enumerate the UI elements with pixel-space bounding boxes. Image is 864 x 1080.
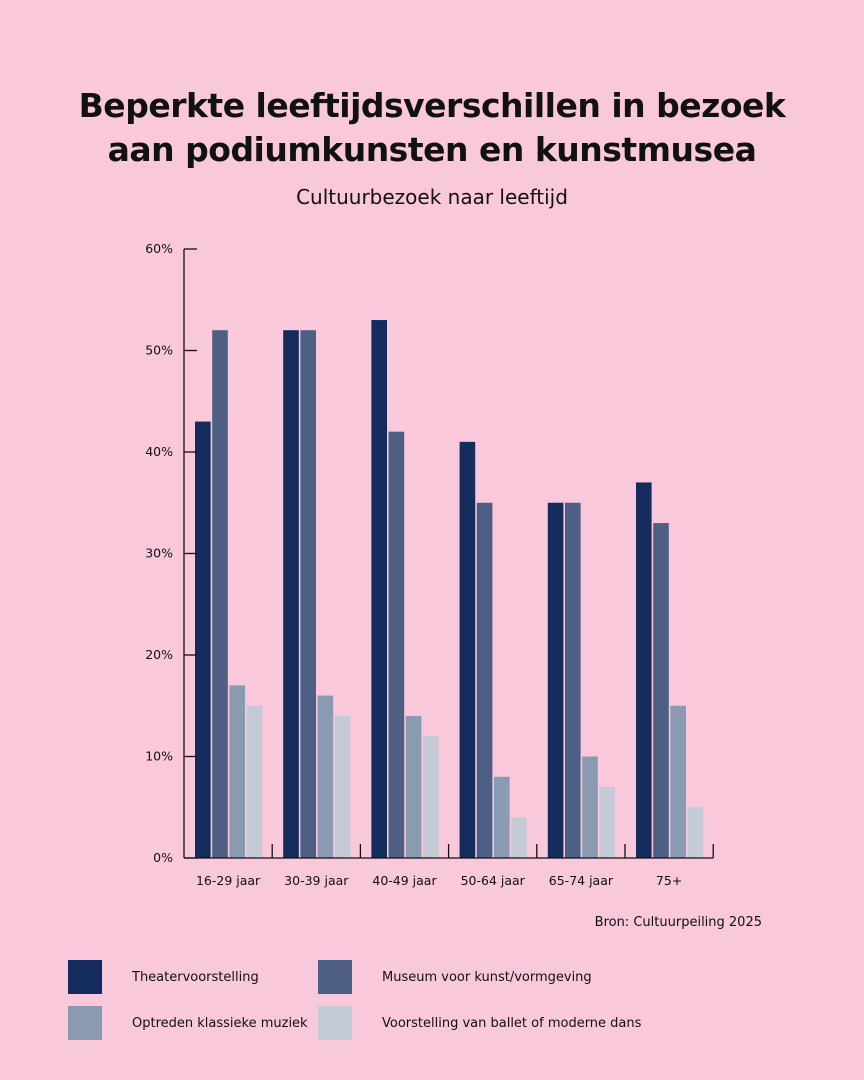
bar — [283, 330, 299, 858]
bar — [212, 330, 228, 858]
source-note: Bron: Cultuurpeiling 2025 — [594, 915, 762, 930]
y-tick-label: 60% — [145, 241, 173, 256]
x-tick-label: 75+ — [656, 873, 682, 888]
bar — [670, 705, 686, 858]
y-tick-label: 0% — [153, 850, 173, 865]
legend-swatch — [318, 1006, 352, 1040]
bar — [459, 441, 476, 858]
bar — [388, 431, 405, 858]
y-tick-label: 50% — [145, 343, 173, 358]
legend-swatch — [68, 960, 102, 994]
bar — [599, 786, 615, 858]
chart-subtitle: Cultuurbezoek naar leeftijd — [296, 185, 568, 209]
bar — [476, 502, 493, 858]
y-tick-label: 30% — [145, 546, 173, 561]
y-tick-label: 20% — [145, 647, 173, 662]
x-tick-label: 16-29 jaar — [196, 873, 261, 888]
bar — [423, 736, 439, 858]
bar — [582, 756, 598, 858]
bar — [687, 807, 704, 858]
bar — [565, 502, 581, 858]
legend-swatch — [68, 1006, 102, 1040]
bar — [511, 817, 527, 858]
bar — [229, 685, 245, 858]
x-tick-label: 65-74 jaar — [549, 873, 614, 888]
x-tick-label: 30-39 jaar — [284, 873, 349, 888]
bar — [547, 502, 564, 858]
bar — [405, 715, 422, 858]
legend-item: Museum voor kunst/vormgeving — [318, 960, 592, 994]
chart-title: Beperkte leeftijdsverschillen in bezoek a… — [78, 86, 786, 169]
y-tick-label: 40% — [145, 444, 173, 459]
legend-item: Voorstelling van ballet of moderne dans — [318, 1006, 641, 1040]
bar — [195, 421, 211, 858]
bar-chart: 16-29 jaar 30-39 jaar 40-49 jaar 50-64 jaar… — [145, 241, 714, 888]
y-tick-label: 10% — [145, 749, 173, 764]
bar — [317, 695, 334, 858]
legend-item: Theatervoorstelling — [68, 960, 259, 994]
x-tick-label: 50-64 jaar — [461, 873, 526, 888]
legend-label: Museum voor kunst/vormgeving — [382, 969, 592, 985]
bar — [246, 705, 263, 858]
bar — [494, 776, 510, 858]
legend-label: Optreden klassieke muziek — [132, 1015, 308, 1031]
legend-label: Voorstelling van ballet of moderne dans — [382, 1015, 642, 1031]
legend-item: Optreden klassieke muziek — [68, 1006, 308, 1040]
legend-label: Theatervoorstelling — [132, 969, 259, 985]
bar — [653, 523, 669, 858]
bar — [300, 330, 316, 858]
legend-swatch — [318, 960, 352, 994]
bar — [636, 482, 652, 858]
x-tick-label: 40-49 jaar — [372, 873, 437, 888]
bar — [371, 320, 387, 858]
bar — [334, 715, 351, 858]
